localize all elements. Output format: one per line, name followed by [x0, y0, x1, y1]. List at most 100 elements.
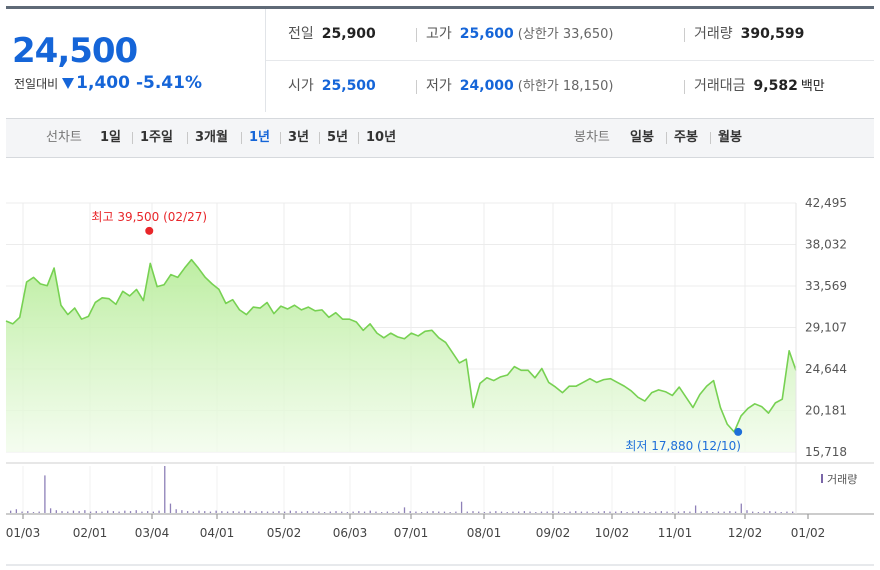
period-selector: 선차트 1일 1주일 3개월 1년 3년 5년 10년 봉차트 일봉 주봉 월봉	[6, 118, 874, 158]
x-tick-label: 11/01	[658, 526, 693, 540]
volume-bar	[472, 511, 474, 513]
volume-bar	[740, 503, 742, 513]
candle-monthly[interactable]: 월봉	[718, 130, 742, 145]
stats-panel: 전일 25,900 고가 25,600 (상한가 33,650) 거래량 390,599…	[266, 9, 874, 112]
x-tick-label: 08/01	[467, 526, 502, 540]
x-tick-label: 01/02	[791, 526, 826, 540]
period-1y[interactable]: 1년	[249, 130, 271, 145]
volume-bar	[358, 511, 360, 513]
volume-bar	[266, 511, 269, 513]
volume-bar	[238, 511, 240, 513]
period-1d[interactable]: 1일	[100, 130, 122, 145]
volume-bar	[152, 511, 154, 513]
line-chart-label: 선차트	[46, 130, 82, 145]
volume-bar	[249, 511, 252, 513]
volume-bar	[32, 512, 35, 513]
volume-bar	[283, 511, 286, 513]
volume-bar	[226, 511, 229, 513]
low-price: 저가 24,000 (하한가 18,150)	[426, 78, 614, 94]
x-tick-label: 01/03	[6, 526, 41, 540]
volume-bar	[420, 512, 423, 513]
volume-bar	[689, 511, 691, 513]
volume-bar	[597, 511, 600, 513]
volume-bar	[346, 512, 349, 513]
volume-bar	[518, 511, 520, 513]
down-arrow-icon	[62, 78, 75, 89]
volume-bar	[289, 510, 291, 513]
volume-bar	[729, 511, 731, 513]
volume-bar	[780, 512, 782, 513]
volume-bar	[512, 511, 514, 513]
price-line	[5, 258, 797, 433]
volume-bar	[261, 511, 263, 513]
volume-bar	[209, 511, 212, 513]
volume-bar	[78, 511, 80, 513]
volume-bar	[580, 511, 583, 513]
period-3y[interactable]: 3년	[288, 130, 310, 145]
volume-bar	[352, 511, 354, 513]
volume-bar	[529, 511, 531, 513]
y-tick-label: 42,495	[805, 196, 847, 210]
volume-bar	[192, 511, 194, 513]
period-5y[interactable]: 5년	[327, 130, 349, 145]
price-area-fill	[6, 259, 796, 452]
volume-bar	[95, 511, 97, 513]
change-label: 전일대비	[14, 77, 59, 91]
volume-bar	[244, 510, 246, 513]
candle-daily[interactable]: 일봉	[630, 130, 654, 145]
volume-bar	[643, 511, 645, 513]
volume-bar	[312, 511, 314, 513]
stats-row-1: 전일 25,900 고가 25,600 (상한가 33,650) 거래량 390,599	[266, 9, 874, 61]
volume-bar	[449, 512, 451, 513]
period-10y[interactable]: 10년	[366, 130, 397, 145]
volume-bar	[55, 510, 57, 513]
period-3m[interactable]: 3개월	[195, 130, 228, 145]
volume-bar	[557, 511, 560, 513]
volume-legend-swatch	[821, 474, 823, 483]
volume-bar	[746, 510, 748, 513]
volume-bar	[146, 511, 149, 513]
volume-bar	[10, 510, 12, 513]
volume-bar	[615, 511, 617, 513]
volume-bar	[478, 511, 480, 513]
x-tick-label: 10/02	[595, 526, 630, 540]
volume-bar	[426, 511, 428, 513]
volume-bar	[523, 511, 526, 513]
volume-bar	[506, 512, 508, 513]
open-price: 시가 25,500	[288, 78, 376, 94]
volume-bar	[763, 511, 765, 513]
volume-bar	[495, 511, 497, 513]
change-rate: -5.41%	[135, 73, 202, 93]
volume-bar	[546, 511, 548, 513]
volume-bar	[278, 511, 280, 513]
volume-bar	[774, 511, 777, 513]
max-price-marker	[145, 226, 154, 235]
volume-bar	[683, 511, 685, 513]
volume-bar	[677, 511, 680, 513]
volume-bar	[769, 511, 771, 513]
volume-bar	[603, 511, 605, 513]
volume-bar	[552, 511, 554, 513]
volume-bar	[706, 511, 708, 513]
volume-bar	[483, 512, 486, 513]
stats-row-2: 시가 25,500 저가 24,000 (하한가 18,150) 거래대금 9,582 백…	[266, 61, 874, 112]
volume-bar	[272, 511, 274, 513]
volume-bar	[620, 511, 623, 513]
x-tick-label: 04/01	[200, 526, 235, 540]
volume-bar	[386, 511, 389, 513]
volume-bar	[198, 510, 200, 513]
volume-bar	[129, 511, 132, 513]
y-tick-label: 24,644	[805, 362, 847, 376]
volume-bar	[432, 511, 434, 513]
volume-bar	[609, 511, 611, 513]
candle-weekly[interactable]: 주봉	[674, 130, 698, 145]
volume-bar	[295, 511, 297, 513]
volume-bar	[717, 511, 720, 513]
volume-bar	[535, 512, 537, 513]
volume-bar	[409, 511, 411, 513]
change-amount: 1,400	[76, 73, 130, 93]
high-price: 고가 25,600 (상한가 33,650)	[426, 26, 614, 42]
volume-bar	[752, 511, 754, 513]
period-1w[interactable]: 1주일	[140, 130, 173, 145]
volume-bar	[415, 511, 417, 513]
